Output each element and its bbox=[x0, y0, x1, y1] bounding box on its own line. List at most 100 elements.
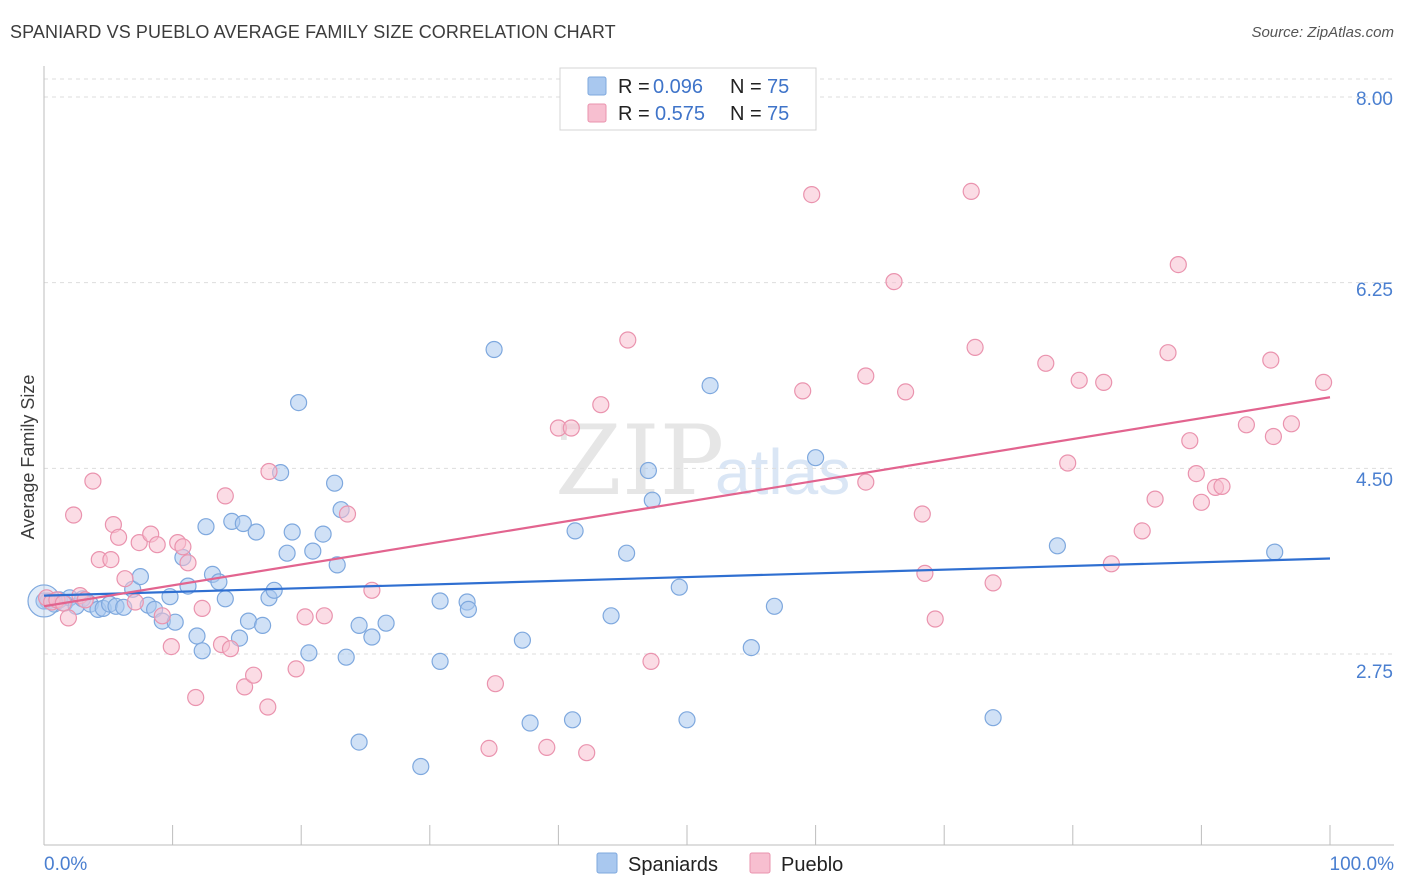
pueblo-point-39 bbox=[538, 738, 556, 757]
spaniards-point-73 bbox=[1266, 543, 1284, 561]
spaniards-point-60 bbox=[563, 711, 582, 729]
spaniards-point-40 bbox=[300, 644, 318, 662]
pueblo-point-29 bbox=[245, 666, 263, 684]
pueblo-point-30 bbox=[259, 698, 277, 716]
pueblo-point-28 bbox=[236, 678, 254, 696]
spaniards-point-65 bbox=[670, 578, 688, 596]
spaniards-point-52 bbox=[431, 652, 449, 671]
legend-bottom-label-spaniards: Spaniards bbox=[628, 854, 718, 876]
pueblo-point-58 bbox=[1037, 354, 1055, 372]
legend-bottom-swatch-pueblo bbox=[749, 852, 771, 874]
spaniards-point-38 bbox=[283, 523, 301, 541]
watermark-atlas: atlas bbox=[715, 436, 850, 508]
pueblo-point-17 bbox=[148, 536, 166, 554]
pueblo-point-33 bbox=[296, 608, 314, 626]
spaniards-point-68 bbox=[742, 638, 760, 657]
pueblo-point-52 bbox=[913, 505, 931, 523]
pueblo-point-22 bbox=[179, 554, 197, 572]
pueblo-point-43 bbox=[592, 396, 610, 414]
pueblo-point-26 bbox=[216, 487, 234, 505]
spaniards-point-47 bbox=[350, 616, 368, 635]
pueblo-point-44 bbox=[619, 331, 637, 349]
series-spaniards-points bbox=[27, 340, 1284, 776]
legend-r-value-1: 0.096 bbox=[653, 76, 703, 98]
pueblo-point-71 bbox=[1213, 477, 1231, 495]
spaniards-point-46 bbox=[337, 648, 355, 666]
spaniards-point-59 bbox=[566, 522, 584, 540]
legend-bottom-label-pueblo: Pueblo bbox=[781, 854, 843, 876]
pueblo-point-76 bbox=[1314, 373, 1333, 391]
pueblo-point-59 bbox=[1059, 454, 1077, 472]
spaniards-point-35 bbox=[265, 581, 283, 599]
spaniards-point-57 bbox=[513, 631, 532, 649]
x-tick-label-max: 100.0% bbox=[1330, 854, 1395, 875]
pueblo-point-23 bbox=[187, 688, 205, 707]
spaniards-point-62 bbox=[617, 544, 636, 562]
pueblo-point-53 bbox=[916, 564, 934, 583]
spaniards-point-70 bbox=[806, 449, 825, 467]
pueblo-point-72 bbox=[1237, 416, 1256, 434]
pueblo-point-63 bbox=[1133, 522, 1151, 540]
spaniards-point-22 bbox=[188, 627, 206, 645]
pueblo-point-74 bbox=[1264, 427, 1283, 446]
pueblo-point-19 bbox=[162, 637, 180, 656]
pueblo-point-46 bbox=[794, 382, 812, 400]
x-tick-label-min: 0.0% bbox=[44, 854, 87, 875]
pueblo-point-24 bbox=[193, 599, 211, 618]
spaniards-point-51 bbox=[412, 757, 430, 776]
pueblo-point-48 bbox=[857, 367, 875, 385]
legend-n-label-2: N = bbox=[730, 103, 762, 125]
watermark-zip: ZIP bbox=[555, 405, 724, 517]
spaniards-point-69 bbox=[765, 597, 784, 615]
pueblo-point-66 bbox=[1169, 256, 1187, 274]
pueblo-point-27 bbox=[221, 640, 240, 658]
pueblo-point-12 bbox=[109, 528, 128, 546]
spaniards-point-72 bbox=[984, 709, 1002, 727]
pueblo-point-4 bbox=[59, 609, 78, 627]
legend-top: R = 0.096 N = 75 R = 0.575 N = 75 bbox=[559, 67, 817, 131]
pueblo-point-64 bbox=[1146, 490, 1164, 508]
y-tick-label-4-5: 4.50 bbox=[1356, 470, 1393, 491]
pueblo-point-8 bbox=[84, 472, 102, 490]
spaniards-point-55 bbox=[459, 600, 477, 619]
legend-n-label-1: N = bbox=[730, 76, 762, 98]
watermark: ZIP atlas bbox=[555, 405, 850, 517]
pueblo-point-45 bbox=[642, 652, 660, 671]
legend-r-label-2: R = bbox=[618, 103, 650, 125]
spaniards-point-63 bbox=[639, 461, 658, 480]
spaniards-point-61 bbox=[602, 607, 620, 625]
pueblo-point-34 bbox=[315, 607, 333, 625]
pueblo-point-56 bbox=[966, 338, 984, 356]
legend-n-value-1: 75 bbox=[767, 76, 789, 98]
pueblo-point-49 bbox=[857, 473, 875, 491]
pueblo-point-61 bbox=[1095, 373, 1113, 391]
spaniards-point-56 bbox=[485, 340, 503, 359]
spaniards-point-53 bbox=[431, 592, 449, 610]
spaniards-point-58 bbox=[521, 714, 539, 732]
pueblo-point-68 bbox=[1187, 465, 1205, 483]
pueblo-point-57 bbox=[984, 574, 1002, 592]
pueblo-point-35 bbox=[338, 505, 357, 523]
pueblo-point-36 bbox=[363, 581, 381, 599]
pueblo-point-32 bbox=[287, 660, 305, 678]
spaniards-point-43 bbox=[326, 474, 344, 492]
pueblo-point-14 bbox=[126, 593, 144, 611]
pueblo-point-13 bbox=[116, 570, 134, 588]
spaniards-point-49 bbox=[377, 614, 395, 632]
spaniards-point-66 bbox=[678, 711, 696, 729]
y-axis-title: Average Family Size bbox=[18, 375, 38, 540]
chart-source: Source: ZipAtlas.com bbox=[1251, 24, 1394, 41]
spaniards-point-48 bbox=[363, 628, 381, 646]
pueblo-point-75 bbox=[1282, 415, 1301, 433]
spaniards-point-50 bbox=[350, 733, 368, 751]
pueblo-point-41 bbox=[562, 419, 580, 437]
pueblo-point-38 bbox=[486, 675, 504, 693]
spaniards-trend-line bbox=[43, 557, 1331, 597]
chart-title: SPANIARD VS PUEBLO AVERAGE FAMILY SIZE C… bbox=[10, 22, 616, 42]
spaniards-point-14 bbox=[131, 567, 149, 586]
pueblo-point-37 bbox=[480, 739, 498, 758]
spaniards-point-41 bbox=[304, 542, 322, 560]
pueblo-trend-line bbox=[43, 396, 1331, 608]
pueblo-point-65 bbox=[1159, 344, 1177, 362]
spaniards-point-30 bbox=[234, 514, 252, 533]
